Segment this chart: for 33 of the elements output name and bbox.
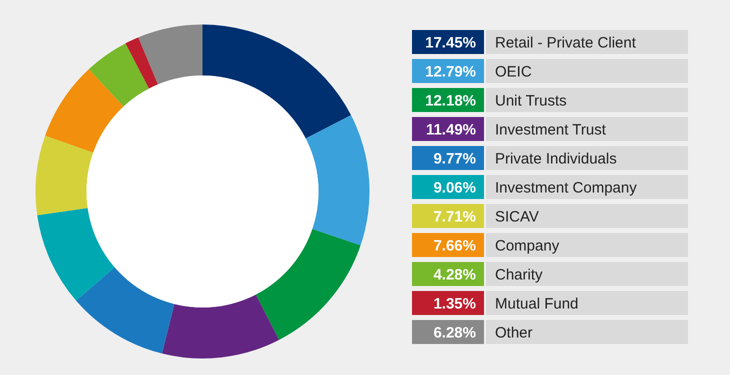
data-label: 9.77%: [433, 150, 476, 168]
donut-slice: [45, 69, 124, 153]
legend-label: SICAV: [495, 208, 539, 226]
legend-label: Private Individuals: [495, 150, 617, 168]
data-label: 7.71%: [433, 208, 476, 226]
legend-label: Unit Trusts: [495, 92, 567, 110]
data-label: 6.28%: [433, 324, 476, 342]
legend-label: Charity: [495, 266, 544, 284]
legend-label: Retail - Private Client: [495, 34, 637, 52]
donut-slice: [36, 136, 94, 216]
data-label: 12.18%: [425, 92, 476, 110]
data-label: 7.66%: [433, 238, 476, 254]
data-label: 12.79%: [425, 64, 476, 80]
donut-slice: [37, 208, 115, 301]
data-label: 1.35%: [433, 296, 476, 312]
legend-label: Company: [495, 238, 560, 254]
legend-label: OEIC: [495, 64, 532, 80]
data-label: 17.45%: [425, 34, 476, 52]
donut-slice: [88, 43, 150, 106]
data-label: 11.49%: [426, 122, 476, 138]
data-label: 4.28%: [433, 266, 476, 284]
legend-label: Investment Company: [495, 180, 638, 196]
donut-slice: [162, 294, 280, 358]
donut-slice: [138, 24, 202, 84]
legend-label: Other: [495, 324, 533, 342]
donut-slice: [76, 267, 174, 354]
legend-label: Investment Trust: [495, 122, 607, 138]
donut-slice: [256, 228, 361, 340]
donut-slice: [202, 24, 352, 138]
data-label: 9.06%: [433, 180, 476, 196]
donut-slice: [306, 115, 370, 246]
donut-slice: [125, 37, 158, 89]
legend-label: Mutual Fund: [495, 296, 578, 312]
